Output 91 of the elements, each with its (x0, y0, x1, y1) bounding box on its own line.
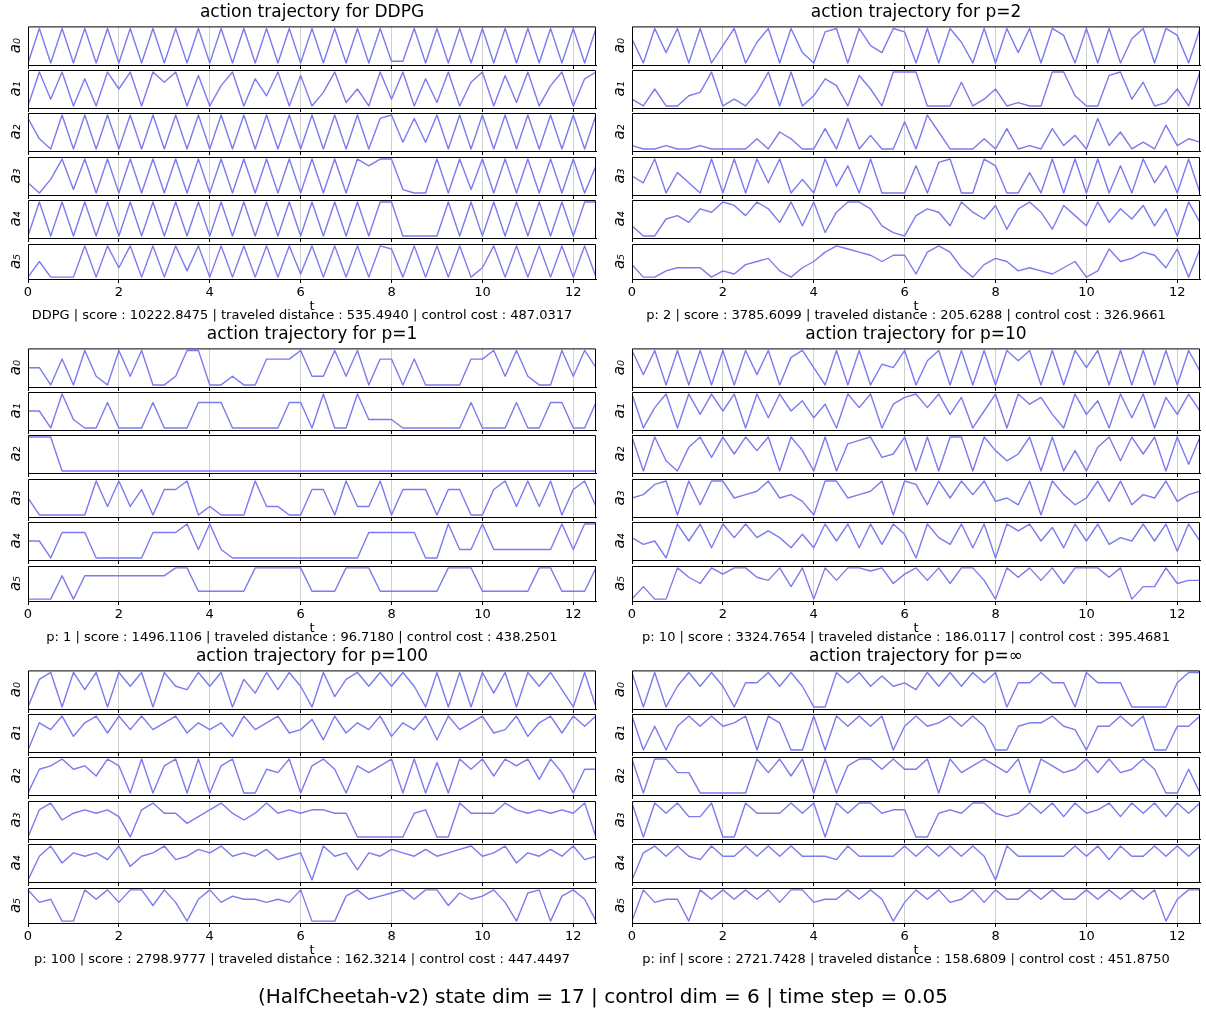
y-axis-title: a₂ (5, 768, 24, 784)
x-tick-label: 10 (1078, 284, 1095, 300)
x-tick-label: 0 (627, 928, 637, 944)
x-tick-label: 4 (809, 606, 818, 622)
x-tick-label: 2 (718, 606, 728, 622)
y-axis-title: a₅ (609, 575, 628, 592)
x-tick-label: 12 (1169, 606, 1186, 622)
y-axis-title: a₀ (5, 360, 24, 376)
x-tick-label: 8 (991, 284, 1000, 300)
y-axis-title: a₁ (609, 402, 628, 419)
y-axis-title: a₅ (5, 575, 24, 592)
x-tick-label: 2 (718, 284, 728, 300)
y-axis-title: a₁ (609, 80, 628, 97)
x-tick-label: 8 (387, 606, 396, 622)
chart-title: action trajectory for DDPG (199, 0, 425, 21)
text: (HalfCheetah-v2) state dim = 17 | control dim = 6 | time step = 0.05 (256, 984, 950, 1008)
x-tick-label: 0 (23, 606, 33, 622)
y-axis-title: a₀ (5, 38, 24, 54)
x-tick-label: 10 (1078, 928, 1095, 944)
x-tick-label: 10 (474, 928, 491, 944)
x-tick-label: 0 (23, 928, 33, 944)
y-axis-title: a₅ (609, 253, 628, 270)
y-axis-title: a₃ (5, 812, 24, 828)
y-axis-title: a₀ (609, 360, 628, 376)
x-tick-label: 0 (627, 284, 637, 300)
y-axis-title: a₄ (609, 855, 628, 871)
x-tick-label: 12 (565, 928, 582, 944)
chart-title: action trajectory for p=2 (810, 0, 1022, 21)
x-tick-label: 2 (114, 284, 124, 300)
chart-title: action trajectory for p=100 (195, 644, 429, 665)
x-tick-label: 4 (205, 284, 214, 300)
y-axis-title: a₃ (609, 168, 628, 184)
chart-title: action trajectory for p=∞ (809, 644, 1023, 665)
x-tick-label: 6 (296, 284, 305, 300)
y-axis-title: a₁ (5, 724, 24, 741)
x-tick-label: 12 (565, 606, 582, 622)
y-axis-title: a₄ (5, 533, 24, 549)
x-tick-label: 12 (565, 284, 582, 300)
y-axis-title: a₅ (5, 897, 24, 914)
x-axis-title: t (913, 941, 919, 957)
x-tick-label: 0 (627, 606, 637, 622)
x-tick-label: 2 (718, 928, 728, 944)
y-axis-title: a₅ (5, 253, 24, 270)
x-tick-label: 10 (474, 284, 491, 300)
y-axis-title: a₅ (609, 897, 628, 914)
y-axis-title: a₄ (5, 211, 24, 227)
x-axis-title: t (309, 941, 315, 957)
y-axis-title: a₁ (5, 80, 24, 97)
y-axis-title: a₁ (609, 724, 628, 741)
y-axis-title: a₃ (609, 812, 628, 828)
y-axis-title: a₂ (609, 768, 628, 784)
x-tick-label: 6 (296, 928, 305, 944)
x-tick-label: 6 (296, 606, 305, 622)
y-axis-title: a₁ (5, 402, 24, 419)
x-tick-label: 8 (387, 928, 396, 944)
x-tick-label: 8 (991, 928, 1000, 944)
y-axis-title: a₀ (609, 682, 628, 698)
x-tick-label: 4 (809, 284, 818, 300)
y-axis-title: a₂ (5, 124, 24, 140)
x-tick-label: 12 (1169, 928, 1186, 944)
x-tick-label: 8 (991, 606, 1000, 622)
x-tick-label: 6 (900, 284, 909, 300)
y-axis-title: a₂ (609, 124, 628, 140)
x-tick-label: 4 (205, 928, 214, 944)
x-tick-label: 2 (114, 928, 124, 944)
x-tick-label: 6 (900, 606, 909, 622)
x-tick-label: 4 (809, 928, 818, 944)
y-axis-title: a₃ (5, 490, 24, 506)
x-tick-label: 12 (1169, 284, 1186, 300)
y-axis-title: a₃ (609, 490, 628, 506)
x-axis-title: t (913, 297, 919, 313)
y-axis-title: a₄ (5, 855, 24, 871)
x-axis-title: t (309, 297, 315, 313)
x-tick-label: 10 (474, 606, 491, 622)
y-axis-title: a₀ (609, 38, 628, 54)
x-tick-label: 0 (23, 284, 33, 300)
y-axis-title: a₀ (5, 682, 24, 698)
y-axis-title: a₄ (609, 211, 628, 227)
x-tick-label: 10 (1078, 606, 1095, 622)
x-tick-label: 8 (387, 284, 396, 300)
x-tick-label: 2 (114, 606, 124, 622)
y-axis-title: a₄ (609, 533, 628, 549)
y-axis-title: a₂ (609, 446, 628, 462)
y-axis-title: a₃ (5, 168, 24, 184)
x-tick-label: 6 (900, 928, 909, 944)
y-axis-title: a₂ (5, 446, 24, 462)
chart-title: action trajectory for p=1 (206, 322, 418, 343)
x-axis-title: t (913, 619, 919, 635)
chart-title: action trajectory for p=10 (805, 322, 1027, 343)
x-tick-label: 4 (205, 606, 214, 622)
x-axis-title: t (309, 619, 315, 635)
